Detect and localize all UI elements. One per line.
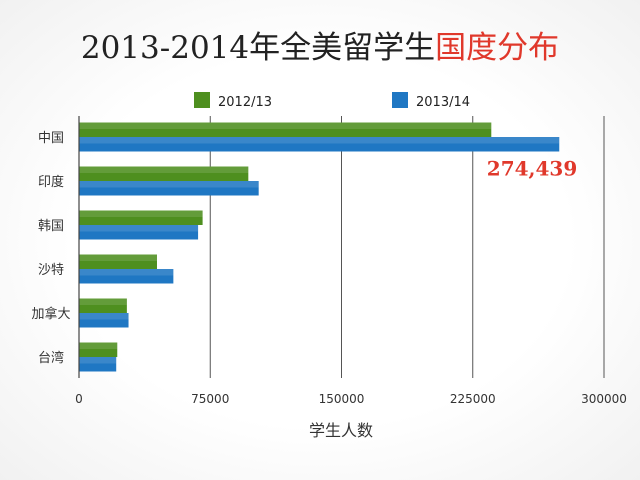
legend-swatch-2 bbox=[392, 92, 408, 108]
category-label-4: 沙特 bbox=[38, 263, 64, 278]
data-annotation: 274,439 bbox=[487, 157, 577, 181]
bar-1-1-highlight bbox=[79, 122, 492, 130]
bar-1-4 bbox=[79, 254, 157, 269]
x-tick-label-1: 75000 bbox=[191, 392, 229, 406]
bar-1-2-highlight bbox=[79, 166, 249, 174]
bar-2-3-highlight bbox=[79, 225, 199, 232]
x-tick-label-0: 0 bbox=[75, 392, 83, 406]
bar-1-6 bbox=[79, 342, 118, 357]
category-label-5: 加拿大 bbox=[31, 306, 70, 322]
bar-1-5-highlight bbox=[79, 298, 127, 306]
bar-2-4-highlight bbox=[79, 269, 174, 276]
bar-2-3 bbox=[79, 225, 199, 240]
legend-label-2: 2013/14 bbox=[416, 95, 470, 110]
legend-label-1: 2012/13 bbox=[218, 95, 272, 110]
category-label-6: 台湾 bbox=[38, 350, 64, 366]
chart-title: 2013-2014年全美留学生国度分布 bbox=[0, 22, 640, 67]
bar-2-6 bbox=[79, 357, 117, 372]
x-tick-label-3: 225000 bbox=[450, 392, 496, 406]
bar-1-4-highlight bbox=[79, 254, 157, 262]
bar-1-5 bbox=[79, 298, 127, 313]
category-label-2: 印度 bbox=[38, 174, 64, 190]
bar-2-1 bbox=[79, 137, 560, 152]
bar-2-2 bbox=[79, 181, 259, 196]
bar-1-1 bbox=[79, 122, 492, 137]
bar-1-6-highlight bbox=[79, 342, 118, 350]
bar-1-3 bbox=[79, 210, 203, 225]
bar-2-4 bbox=[79, 269, 174, 284]
legend-swatch-1 bbox=[194, 92, 210, 108]
x-tick-label-4: 300000 bbox=[581, 392, 627, 406]
bar-1-2 bbox=[79, 166, 249, 181]
bar-2-6-highlight bbox=[79, 357, 117, 364]
x-axis-label: 学生人数 bbox=[309, 421, 373, 440]
bar-2-5 bbox=[79, 313, 129, 328]
x-tick-label-2: 150000 bbox=[319, 392, 365, 406]
bar-2-5-highlight bbox=[79, 313, 129, 320]
chart-title-main: 2013-2014年全美留学生 bbox=[80, 30, 436, 66]
category-label-3: 韩国 bbox=[38, 219, 64, 234]
bar-1-3-highlight bbox=[79, 210, 203, 218]
category-label-1: 中国 bbox=[38, 131, 64, 146]
chart-title-highlight: 国度分布 bbox=[435, 30, 560, 66]
bar-2-1-highlight bbox=[79, 137, 560, 144]
bar-2-2-highlight bbox=[79, 181, 259, 188]
